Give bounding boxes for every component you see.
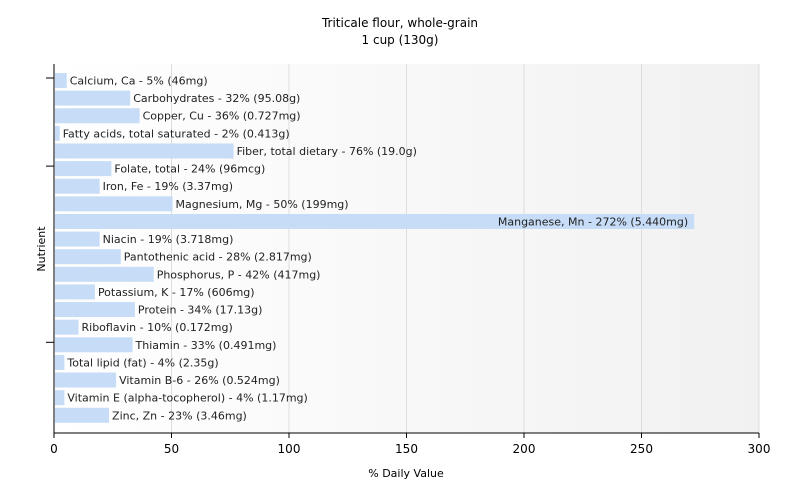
bar-label: Riboflavin - 10% (0.172mg): [82, 321, 233, 334]
bar-label: Vitamin B-6 - 26% (0.524mg): [119, 374, 280, 387]
gridlines: [171, 64, 760, 433]
bar-14: [55, 319, 79, 335]
bar-13: [55, 302, 135, 318]
bar-label: Potassium, K - 17% (606mg): [98, 286, 255, 299]
y-axis-title: Nutrient: [35, 226, 48, 272]
bar-label: Carbohydrates - 32% (95.08g): [133, 92, 300, 105]
bar-label: Manganese, Mn - 272% (5.440mg): [498, 215, 688, 228]
bar-15: [55, 337, 133, 353]
bar-12: [55, 284, 95, 300]
bar-17: [55, 372, 117, 388]
bar-6: [55, 178, 100, 194]
x-tick-label: 300: [748, 442, 771, 456]
bar-label: Calcium, Ca - 5% (46mg): [70, 75, 208, 88]
bar-5: [55, 161, 112, 177]
x-tick-label: 250: [630, 442, 653, 456]
bar-18: [55, 390, 65, 406]
x-tick-label: 0: [50, 442, 58, 456]
bars: Calcium, Ca - 5% (46mg) Carbohydrates - 3…: [55, 73, 695, 423]
bar-label: Niacin - 19% (3.718mg): [103, 233, 234, 246]
bar-label: Vitamin E (alpha-tocopherol) - 4% (1.17m…: [67, 392, 307, 405]
chart-subtitle: 1 cup (130g): [362, 33, 439, 47]
bar-label: Fiber, total dietary - 76% (19.0g): [237, 145, 417, 158]
bar-label: Pantothenic acid - 28% (2.817mg): [124, 251, 312, 264]
bar-label: Copper, Cu - 36% (0.727mg): [143, 110, 301, 123]
bar-label: Folate, total - 24% (96mcg): [114, 163, 265, 176]
bar-label: Iron, Fe - 19% (3.37mg): [103, 180, 233, 193]
x-tick-label: 50: [164, 442, 179, 456]
bar-3: [55, 125, 60, 141]
bar-1: [55, 90, 131, 106]
bar-2: [55, 108, 140, 124]
bar-label: Fatty acids, total saturated - 2% (0.413…: [63, 127, 290, 140]
bar-11: [55, 266, 154, 282]
bar-label: Zinc, Zn - 23% (3.46mg): [112, 409, 247, 422]
bar-4: [55, 143, 234, 159]
bar-label: Magnesium, Mg - 50% (199mg): [176, 198, 349, 211]
bar-10: [55, 249, 121, 265]
bar-9: [55, 231, 100, 247]
x-axis-title: % Daily Value: [368, 467, 444, 480]
bar-7: [55, 196, 173, 212]
axes: 0 50 100 150 200 250 300: [46, 64, 770, 456]
bar-label: Total lipid (fat) - 4% (2.35g): [66, 356, 218, 369]
x-tick-label: 200: [513, 442, 536, 456]
chart-title: Triticale flour, whole-grain: [321, 16, 478, 30]
bar-8: [55, 213, 695, 229]
x-tick-label: 100: [278, 442, 301, 456]
bar-label: Phosphorus, P - 42% (417mg): [157, 268, 321, 281]
bar-label: Protein - 34% (17.13g): [138, 304, 263, 317]
bar-19: [55, 407, 110, 423]
x-tick-label: 150: [395, 442, 418, 456]
bar-0: [55, 73, 67, 88]
bar-label: Thiamin - 33% (0.491mg): [135, 339, 277, 352]
bar-16: [55, 354, 65, 370]
